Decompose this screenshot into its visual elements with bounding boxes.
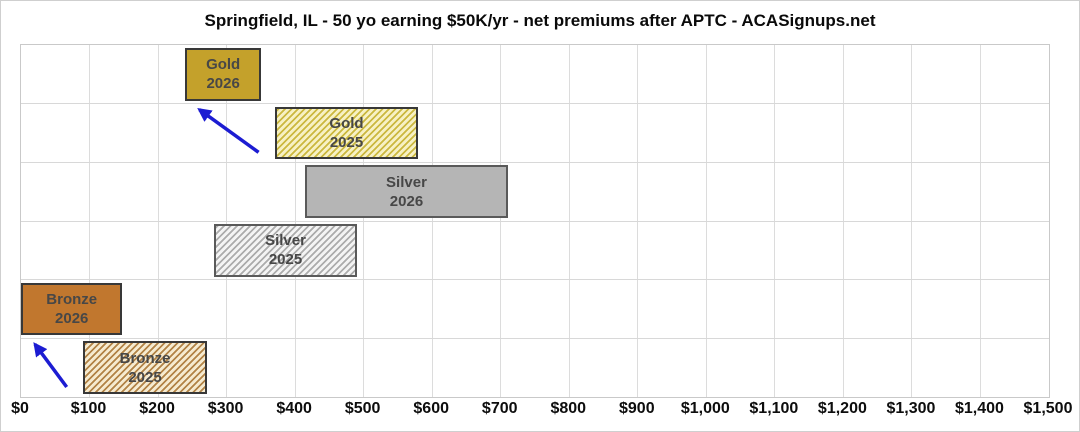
bar-label-line2: 2026 bbox=[389, 192, 424, 210]
x-tick-label: $1,100 bbox=[749, 400, 799, 417]
decrease-arrow-gold-2026 bbox=[197, 108, 260, 154]
bar-bronze-2026: Bronze 2026 bbox=[21, 282, 123, 336]
bar-label-line2: 2025 bbox=[329, 133, 364, 151]
bar-label-line1: Bronze bbox=[46, 290, 98, 308]
bar-label-line2: 2025 bbox=[268, 251, 303, 269]
x-tick-label: $600 bbox=[413, 400, 449, 417]
decrease-arrow-bronze-2026 bbox=[33, 342, 69, 389]
gridline-horizontal bbox=[21, 161, 1049, 163]
bar-silver-2026: Silver 2026 bbox=[305, 165, 508, 218]
gridline-horizontal bbox=[21, 103, 1049, 105]
x-tick-label: $1,000 bbox=[680, 400, 730, 417]
bar-label-line2: 2025 bbox=[128, 368, 162, 386]
bar-bronze-2025: Bronze 2025 bbox=[82, 341, 208, 394]
gridline-horizontal bbox=[21, 337, 1049, 339]
bar-label-line1: Bronze bbox=[119, 349, 171, 367]
bar-label-line1: Gold bbox=[206, 56, 241, 74]
x-tick-label: $800 bbox=[550, 400, 587, 417]
bar-label-line1: Silver bbox=[265, 232, 306, 250]
bar-label-line1: Gold bbox=[329, 114, 364, 132]
x-tick-label: $1,300 bbox=[886, 400, 936, 417]
bar-label-line2: 2026 bbox=[55, 309, 89, 327]
plot-area: Gold 2026 Gold 2025 Silver 2026 Silver 2025 Bron… bbox=[20, 44, 1050, 398]
chart-title: Springfield, IL - 50 yo earning $50K/yr … bbox=[204, 11, 876, 30]
gridline-horizontal bbox=[21, 220, 1049, 222]
x-tick-label: $1,200 bbox=[817, 400, 867, 417]
x-tick-label: $700 bbox=[481, 400, 518, 417]
x-tick-label: $0 bbox=[11, 400, 29, 417]
x-axis: $0 $100 $200 $300 $400 $500 $600 $700 $800 $900 $1… bbox=[11, 400, 1072, 426]
bar-label-line2: 2026 bbox=[206, 75, 240, 93]
x-tick-label: $500 bbox=[344, 400, 381, 417]
x-tick-label: $900 bbox=[619, 400, 655, 417]
x-tick-label: $200 bbox=[139, 400, 175, 417]
x-tick-label: $100 bbox=[70, 400, 107, 417]
x-tick-label: $1,500 bbox=[1023, 400, 1073, 417]
x-tick-label: $1,400 bbox=[954, 400, 1004, 417]
bar-gold-2026: Gold 2026 bbox=[185, 48, 261, 101]
gridline-horizontal bbox=[21, 279, 1049, 281]
x-tick-label: $300 bbox=[207, 400, 244, 417]
x-tick-label: $400 bbox=[276, 400, 312, 417]
bar-gold-2025: Gold 2025 bbox=[274, 106, 419, 160]
bar-label-line1: Silver bbox=[386, 173, 427, 191]
bar-silver-2025: Silver 2025 bbox=[214, 224, 357, 277]
